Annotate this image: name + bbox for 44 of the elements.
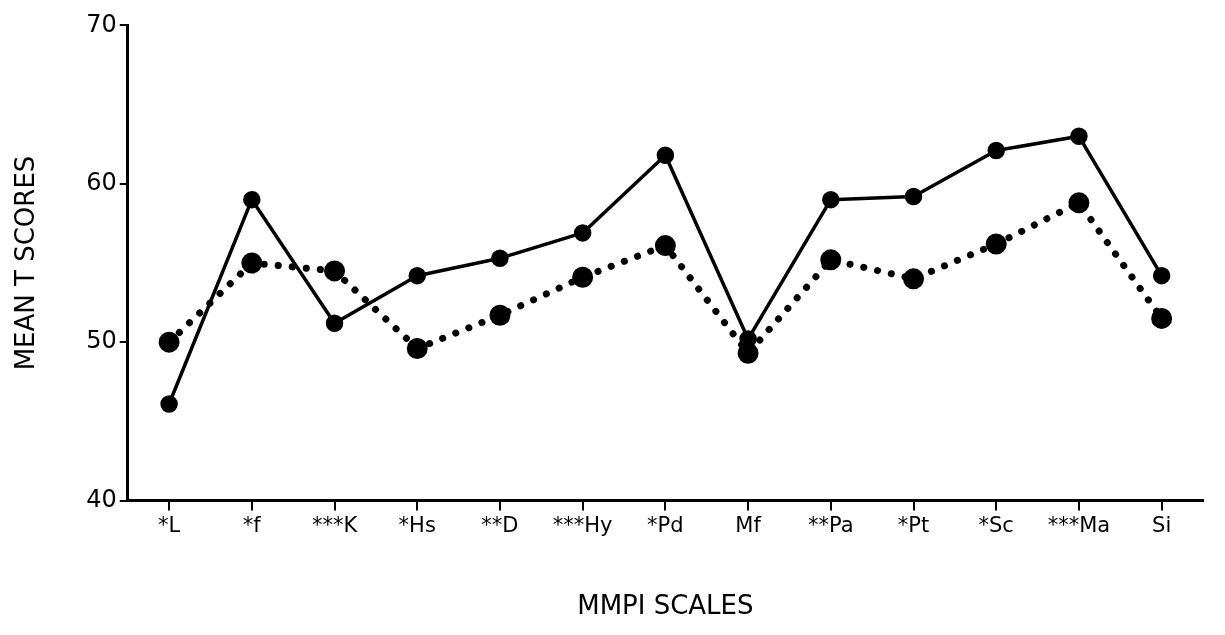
point <box>325 314 344 332</box>
point <box>987 141 1005 160</box>
point <box>904 187 923 206</box>
x-tick-label: *Sc <box>978 512 1014 537</box>
x-tick-label: *Pd <box>647 512 684 537</box>
point <box>654 235 676 257</box>
point <box>573 224 592 242</box>
point <box>1151 307 1173 329</box>
point <box>324 260 346 282</box>
point <box>489 304 511 326</box>
point <box>903 268 925 290</box>
x-tick-label: *f <box>242 512 262 537</box>
x-tick-label: *L <box>157 512 181 537</box>
point <box>985 233 1007 255</box>
point <box>241 252 263 274</box>
point <box>1152 266 1171 285</box>
point <box>1068 192 1090 214</box>
point <box>820 249 842 271</box>
point <box>822 190 840 209</box>
x-tick-label: ***Ma <box>1047 512 1111 537</box>
x-tick-label: ***K <box>311 512 359 537</box>
x-tick-label: **D <box>481 512 519 537</box>
point <box>406 338 428 360</box>
y-tick-label: 40 <box>86 484 117 513</box>
x-axis-title: MMPI SCALES <box>577 590 754 621</box>
point <box>160 395 178 413</box>
point <box>243 190 261 209</box>
x-tick-label: Si <box>1152 512 1172 537</box>
point <box>737 342 759 364</box>
x-tick-label: ***Hy <box>552 512 613 537</box>
x-tick-label: **Pa <box>808 512 854 537</box>
point <box>158 331 180 353</box>
point <box>656 146 675 165</box>
y-tick-label: 60 <box>86 168 117 197</box>
x-tick-label: Mf <box>735 512 762 537</box>
point <box>491 249 509 267</box>
point <box>1070 127 1088 146</box>
point <box>408 266 426 285</box>
y-tick-label: 50 <box>86 326 117 355</box>
x-tick-label: *Hs <box>398 512 436 537</box>
x-tick-label: *Pt <box>897 512 930 537</box>
point <box>572 266 594 288</box>
y-tick-label: 70 <box>86 9 117 38</box>
y-axis-title: MEAN T SCORES <box>10 155 41 371</box>
